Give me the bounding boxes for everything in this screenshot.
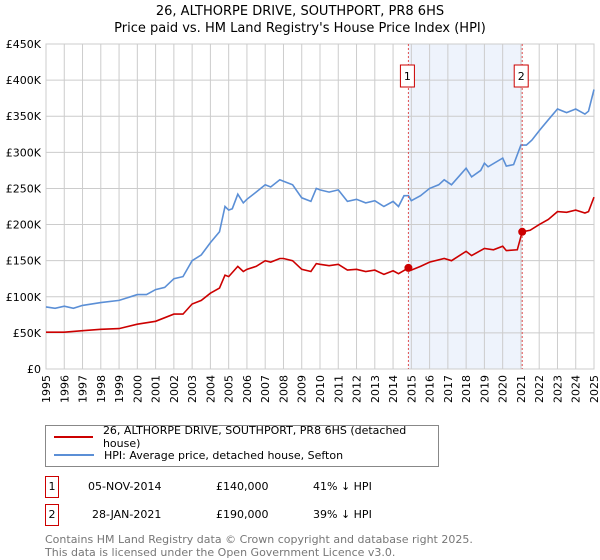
footer: Contains HM Land Registry data © Crown c…: [45, 533, 473, 559]
x-tick-label: 2020: [497, 375, 510, 403]
x-tick-label: 2010: [314, 375, 327, 403]
x-tick-label: 2015: [405, 375, 418, 403]
x-tick-label: 2007: [259, 375, 272, 403]
y-tick-label: £350K: [6, 110, 42, 123]
chart-title: 26, ALTHORPE DRIVE, SOUTHPORT, PR8 6HS: [155, 4, 445, 19]
x-tick-label: 2024: [570, 375, 583, 403]
x-tick-label: 2005: [223, 375, 236, 403]
sale-point: [404, 263, 413, 272]
transaction-date: 28-JAN-2021: [92, 508, 162, 521]
y-tick-label: £400K: [6, 74, 42, 87]
x-tick-label: 2002: [168, 375, 181, 403]
x-tick-label: 2012: [351, 375, 364, 403]
x-tick-label: 2016: [424, 375, 437, 403]
legend-item-hpi: HPI: Average price, detached house, Seft…: [54, 447, 343, 463]
x-tick-label: 1999: [113, 375, 126, 403]
footer-licence: This data is licensed under the Open Gov…: [45, 546, 396, 559]
x-tick-label: 2022: [533, 375, 546, 403]
x-tick-label: 2009: [296, 375, 309, 403]
y-tick-label: £250K: [6, 182, 42, 195]
x-tick-label: 2011: [332, 375, 345, 403]
x-tick-label: 1995: [40, 375, 53, 403]
price-chart: 1995 1996 1997 1998 1999 2000 2001 2002 2003 2004…: [6, 38, 600, 403]
x-tick-label: 2008: [277, 375, 290, 403]
x-tick-label: 2019: [478, 375, 491, 403]
legend-swatch-red: [54, 436, 93, 438]
y-tick-label: £300K: [6, 146, 42, 159]
sale-label: 2: [518, 70, 525, 83]
transaction-date: 05-NOV-2014: [88, 480, 162, 493]
x-tick-label: 2004: [204, 375, 217, 403]
legend-label: 26, ALTHORPE DRIVE, SOUTHPORT, PR8 6HS (…: [102, 424, 407, 450]
sale-label-box: [513, 64, 529, 88]
footer-copyright: Contains HM Land Registry data © Crown c…: [45, 533, 473, 546]
x-tick-label: 2013: [369, 375, 382, 403]
transaction-row: 2 28-JAN-2021 £190,000 39% ↓ HPI: [45, 504, 445, 526]
y-tick-label: £100K: [6, 291, 42, 304]
x-tick-label: 1998: [95, 375, 108, 403]
x-tick-label: 2003: [186, 375, 199, 403]
price-paid-line: [46, 196, 595, 333]
x-tick-label: 2017: [442, 375, 455, 403]
x-tick-label: 2018: [460, 375, 473, 403]
transaction-number: 2: [45, 504, 59, 526]
x-tick-label: 2023: [551, 375, 564, 403]
legend-label: HPI: Average price, detached house, Seft…: [104, 448, 344, 462]
y-tick-label: £450K: [6, 38, 42, 51]
shaded-period: [408, 44, 523, 369]
x-tick-label: 2025: [588, 375, 600, 403]
transaction-price: £140,000: [216, 480, 269, 493]
transaction-price: £190,000: [216, 508, 269, 521]
y-tick-label: £50K: [13, 327, 42, 340]
transaction-hpi: 41% ↓ HPI: [313, 480, 372, 493]
y-tick-label: £0: [27, 363, 41, 376]
x-tick-label: 1996: [58, 375, 71, 403]
transaction-row: 1 05-NOV-2014 £140,000 41% ↓ HPI: [45, 476, 445, 498]
x-tick-label: 2000: [131, 375, 144, 403]
transaction-hpi: 39% ↓ HPI: [313, 508, 372, 521]
x-tick-label: 2014: [387, 375, 400, 403]
y-tick-label: £150K: [6, 255, 42, 268]
legend-item-property: 26, ALTHORPE DRIVE, SOUTHPORT, PR8 6HS (…: [54, 424, 438, 450]
x-tick-label: 2006: [241, 375, 254, 403]
transaction-number: 1: [45, 476, 59, 498]
legend: 26, ALTHORPE DRIVE, SOUTHPORT, PR8 6HS (…: [45, 424, 439, 467]
sale-point: [518, 227, 527, 236]
x-tick-label: 2021: [515, 375, 528, 403]
legend-swatch-blue: [54, 454, 94, 456]
y-tick-label: £200K: [6, 219, 42, 232]
sale-label: 1: [404, 70, 411, 83]
sale-label-box: [399, 64, 415, 88]
x-tick-label: 2001: [150, 375, 163, 403]
hpi-line: [45, 89, 595, 310]
x-tick-label: 1997: [77, 375, 90, 403]
chart-subtitle: Price paid vs. HM Land Registry's House …: [114, 21, 486, 36]
